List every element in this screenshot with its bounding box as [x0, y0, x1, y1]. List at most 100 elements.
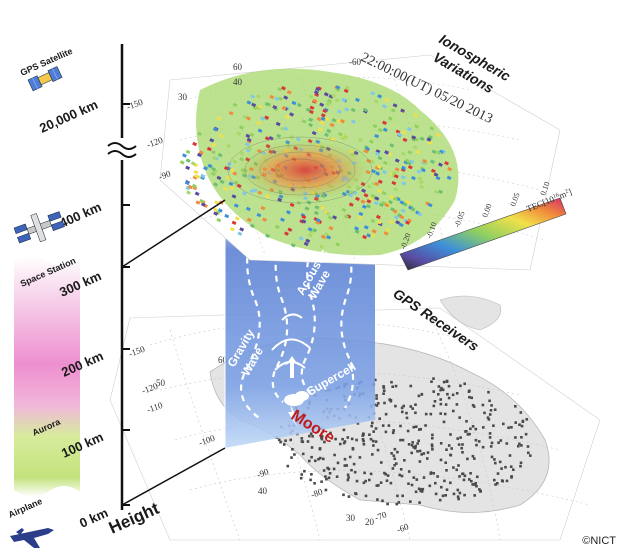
gps-receiver-dot [430, 443, 434, 446]
tec-dot [211, 166, 217, 172]
tec-dot [395, 129, 401, 134]
gps-receiver-dot [348, 455, 352, 459]
gps-receiver-dot [505, 479, 509, 483]
gps-receiver-dot [420, 392, 424, 396]
tec-dot [400, 208, 406, 214]
tec-dot [394, 167, 400, 172]
space-station-icon [13, 211, 65, 244]
gps-receiver-dot [383, 401, 386, 405]
tec-dot [396, 132, 402, 137]
gps-receiver-dot [361, 438, 365, 441]
lower-lon-tick: -90 [255, 466, 270, 480]
gps-receiver-dot [446, 392, 449, 396]
colorbar-tick: 0.10 [538, 180, 551, 196]
gps-receiver-dot [417, 394, 421, 398]
gps-receiver-dot [457, 443, 461, 446]
tec-dot [401, 130, 407, 135]
gps-receiver-dot [372, 444, 375, 447]
gps-receiver-dot [449, 481, 452, 485]
gps-receiver-dot [317, 457, 320, 461]
gps-receiver-dot [411, 441, 414, 444]
gps-receiver-dot [306, 440, 310, 443]
tec-dot [315, 218, 321, 223]
tec-dot [336, 109, 342, 114]
tec-dot [395, 196, 401, 202]
gps-receiver-dot [415, 425, 418, 428]
tec-dot [372, 123, 378, 129]
gps-receiver-dot [362, 481, 366, 485]
gps-receiver-dot [471, 483, 474, 486]
gps-receiver-dot [410, 444, 414, 447]
tec-dot [197, 131, 202, 137]
tec-dot [265, 233, 271, 239]
gps-receiver-dot [507, 426, 510, 429]
tec-dot [250, 94, 256, 99]
gps-receiver-dot [456, 437, 459, 440]
gps-receiver-dot [417, 439, 420, 443]
gps-receiver-dot [445, 448, 448, 451]
tec-dot [216, 217, 222, 223]
tec-dot [274, 224, 280, 230]
lower-lon-tick: -80 [309, 486, 324, 500]
tec-dot [366, 204, 371, 209]
gps-receiver-dot [350, 468, 353, 472]
tec-dot [223, 166, 229, 171]
gps-receiver-dot [420, 490, 424, 493]
tec-dot [375, 151, 381, 157]
gps-receiver-dot [286, 464, 290, 468]
tec-dot [225, 175, 231, 180]
airplane-icon [10, 528, 54, 548]
tec-dot [305, 238, 311, 244]
gps-receiver-dot [314, 459, 317, 463]
gps-receiver-dot [429, 412, 433, 416]
gps-receiver-dot [457, 497, 460, 501]
gps-receiver-dot [347, 495, 351, 498]
tec-dot [409, 159, 415, 164]
gps-receiver-dot [386, 502, 389, 506]
tec-dot [290, 243, 296, 248]
tec-dot [286, 90, 292, 95]
gps-receiver-dot [403, 459, 406, 462]
tec-dot [376, 220, 382, 225]
gps-receiver-dot [474, 427, 478, 431]
tec-dot [429, 126, 435, 131]
gps-receiver-dot [354, 492, 357, 495]
gps-receiver-dot [445, 379, 449, 383]
gps-receiver-dot [395, 462, 398, 465]
gps-receiver-dot [291, 448, 294, 451]
tec-dot [377, 127, 383, 133]
tec-dot [284, 114, 290, 120]
gps-receiver-dot [498, 460, 502, 464]
tec-dot [389, 143, 395, 148]
tec-dot [377, 164, 382, 170]
gps-receiver-dot [476, 475, 479, 479]
tec-dot [182, 153, 187, 158]
gps-receiver-dot [391, 431, 395, 435]
tec-dot [411, 175, 416, 181]
height-tick-label: 20,000 km [37, 97, 100, 136]
upper-map [159, 54, 561, 271]
gps-receiver-dot [487, 418, 491, 421]
tec-dot [326, 98, 332, 104]
tec-dot [242, 191, 247, 196]
tec-dot [239, 125, 244, 130]
tec-dot [217, 208, 223, 213]
tec-dot [275, 121, 281, 127]
tec-dot [388, 219, 394, 225]
tec-dot [223, 186, 229, 192]
gps-receiver-dot [350, 437, 354, 441]
gps-receiver-dot [474, 482, 477, 485]
tec-dot [400, 108, 406, 113]
gps-satellite-icon [27, 66, 63, 92]
tec-dot [375, 214, 381, 220]
tec-dot [374, 133, 380, 139]
gps-receiver-dot [431, 448, 434, 451]
gps-receiver-dot [320, 437, 324, 441]
tec-dot [419, 136, 425, 141]
tec-dot [315, 220, 321, 225]
tec-dot [438, 189, 444, 195]
tec-dot [307, 227, 313, 232]
tec-dot [402, 202, 408, 207]
lower-lat-tick: 40 [258, 486, 268, 496]
gps-receiver-dot [358, 456, 362, 459]
